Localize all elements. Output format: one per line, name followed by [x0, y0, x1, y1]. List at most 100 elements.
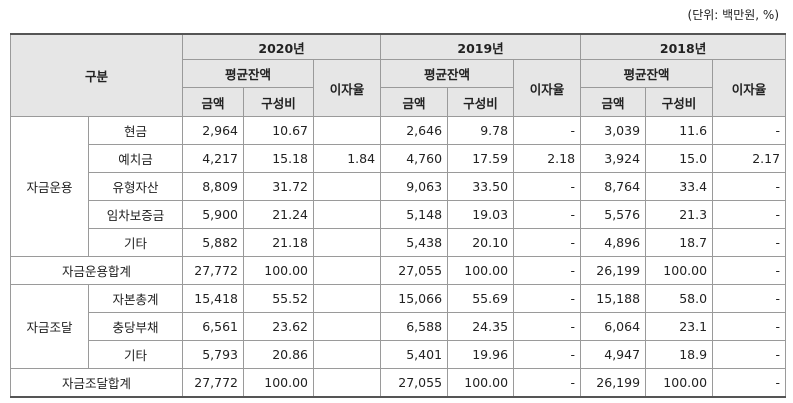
value-cell: - [513, 172, 582, 201]
value-cell: 33.4 [645, 172, 714, 201]
value-cell [313, 368, 382, 398]
value-cell [313, 256, 382, 285]
value-cell: 15,066 [380, 284, 449, 313]
value-cell: 18.9 [645, 340, 714, 369]
data-row: 자금조달 자본총계 15,418 55.52 15,066 55.69-15,188 58.… [10, 284, 787, 369]
value-cell: 23.1 [645, 312, 714, 341]
value-cell: - [513, 200, 582, 229]
value-cell: 23.62 [243, 312, 315, 341]
value-cell: - [513, 340, 582, 369]
value-cell: 5,438 [380, 228, 449, 257]
year-header: 2020년 [182, 33, 382, 60]
value-cell: 8,764 [580, 172, 647, 201]
value-cell: - [712, 116, 787, 145]
item-cell: 기타 [87, 340, 184, 369]
value-cell [313, 284, 382, 313]
value-cell: - [513, 284, 582, 313]
value-cell: 19.96 [447, 340, 515, 369]
value-cell [313, 228, 382, 257]
value-cell: 21.24 [243, 200, 315, 229]
value-cell: 2,646 [380, 116, 449, 145]
header-cell: 평균잔액 [182, 59, 315, 88]
data-row: 충당부채 6,561 23.62 6,588 24.35-6,064 23.1- [11, 312, 787, 341]
value-cell: 21.3 [645, 200, 714, 229]
value-cell: - [513, 116, 582, 145]
value-cell: 5,793 [182, 340, 245, 369]
value-cell: 100.00 [243, 256, 315, 285]
value-cell: 15,188 [580, 284, 647, 313]
value-cell: 15.18 [243, 144, 315, 173]
item-cell: 충당부채 [87, 312, 184, 341]
value-cell: 20.86 [243, 340, 315, 369]
value-cell: 19.03 [447, 200, 515, 229]
value-cell: 6,561 [182, 312, 245, 341]
header-cell: 구성비 [645, 87, 714, 117]
total-row: 자금운용합계 27,772 100.00 27,055 100.00-26,199 100… [9, 256, 787, 285]
value-cell: 11.6 [645, 116, 714, 145]
value-cell: 20.10 [447, 228, 515, 257]
data-row: 유형자산 8,809 31.72 9,063 33.50-8,764 33.4- [11, 172, 787, 201]
value-cell: 1.84 [313, 144, 382, 173]
value-cell: 15.0 [645, 144, 714, 173]
value-cell: - [712, 256, 787, 285]
data-table: 구분 2020년 2019년 2018년 평균잔액 이자율 평균잔액 이자율 평균잔액 이자율 금액… [9, 33, 787, 398]
value-cell: 24.35 [447, 312, 515, 341]
value-cell: 18.7 [645, 228, 714, 257]
item-cell: 현금 [87, 116, 184, 145]
value-cell: 8,809 [182, 172, 245, 201]
header-row: 금액 구성비 금액 구성비 금액 구성비 [11, 87, 786, 117]
header-cell: 구성비 [243, 87, 315, 117]
group-cell: 자금조달 [10, 284, 89, 369]
data-row: 임차보증금 5,900 21.24 5,148 19.03-5,576 21.3- [11, 200, 787, 229]
value-cell: 6,588 [380, 312, 449, 341]
year-header: 2019년 [380, 33, 582, 60]
total-label: 자금조달합계 [9, 368, 184, 398]
value-cell: 27,055 [380, 256, 449, 285]
value-cell: 9,063 [380, 172, 449, 201]
value-cell: - [712, 368, 787, 398]
group-cell: 자금운용 [10, 116, 89, 257]
header-cell: 금액 [580, 87, 647, 117]
value-cell: - [712, 284, 787, 313]
value-cell: 5,900 [182, 200, 245, 229]
header-row: 평균잔액 이자율 평균잔액 이자율 평균잔액 이자율 [11, 59, 787, 117]
value-cell: 10.67 [243, 116, 315, 145]
year-header: 2018년 [580, 33, 787, 60]
item-cell: 기타 [87, 228, 184, 257]
item-cell: 유형자산 [87, 172, 184, 201]
value-cell: - [712, 340, 787, 369]
value-cell: 3,039 [580, 116, 647, 145]
value-cell: 100.00 [645, 368, 714, 398]
value-cell: - [513, 228, 582, 257]
value-cell: 27,055 [380, 368, 449, 398]
value-cell: 26,199 [580, 368, 647, 398]
header-cell: 평균잔액 [380, 59, 515, 88]
value-cell [313, 200, 382, 229]
value-cell: - [712, 228, 787, 257]
value-cell: 27,772 [182, 368, 245, 398]
value-cell: 55.69 [447, 284, 515, 313]
data-row: 자금운용 현금 2,964 10.67 2,646 9.78-3,039 11.6- [10, 116, 787, 257]
value-cell: 100.00 [645, 256, 714, 285]
value-cell: 3,924 [580, 144, 647, 173]
unit-note: (단위: 백만원, %) [687, 8, 779, 22]
data-row: 예치금 4,217 15.18 1.84 4,760 17.59 2.18 3,924 15.0… [11, 144, 787, 173]
header-cell: 구분 [9, 33, 184, 117]
value-cell [313, 172, 382, 201]
header-cell: 이자율 [513, 59, 582, 117]
value-cell [313, 340, 382, 369]
value-cell: 4,760 [380, 144, 449, 173]
value-cell: 6,064 [580, 312, 647, 341]
value-cell: 17.59 [447, 144, 515, 173]
value-cell: 5,882 [182, 228, 245, 257]
value-cell: 58.0 [645, 284, 714, 313]
value-cell: 4,217 [182, 144, 245, 173]
value-cell: 33.50 [447, 172, 515, 201]
header-cell: 이자율 [712, 59, 787, 117]
value-cell: - [712, 312, 787, 341]
data-row: 기타 5,793 20.86 5,401 19.96-4,947 18.9- [11, 340, 787, 369]
value-cell: 4,896 [580, 228, 647, 257]
total-label: 자금운용합계 [9, 256, 184, 285]
value-cell: 2.18 [513, 144, 582, 173]
